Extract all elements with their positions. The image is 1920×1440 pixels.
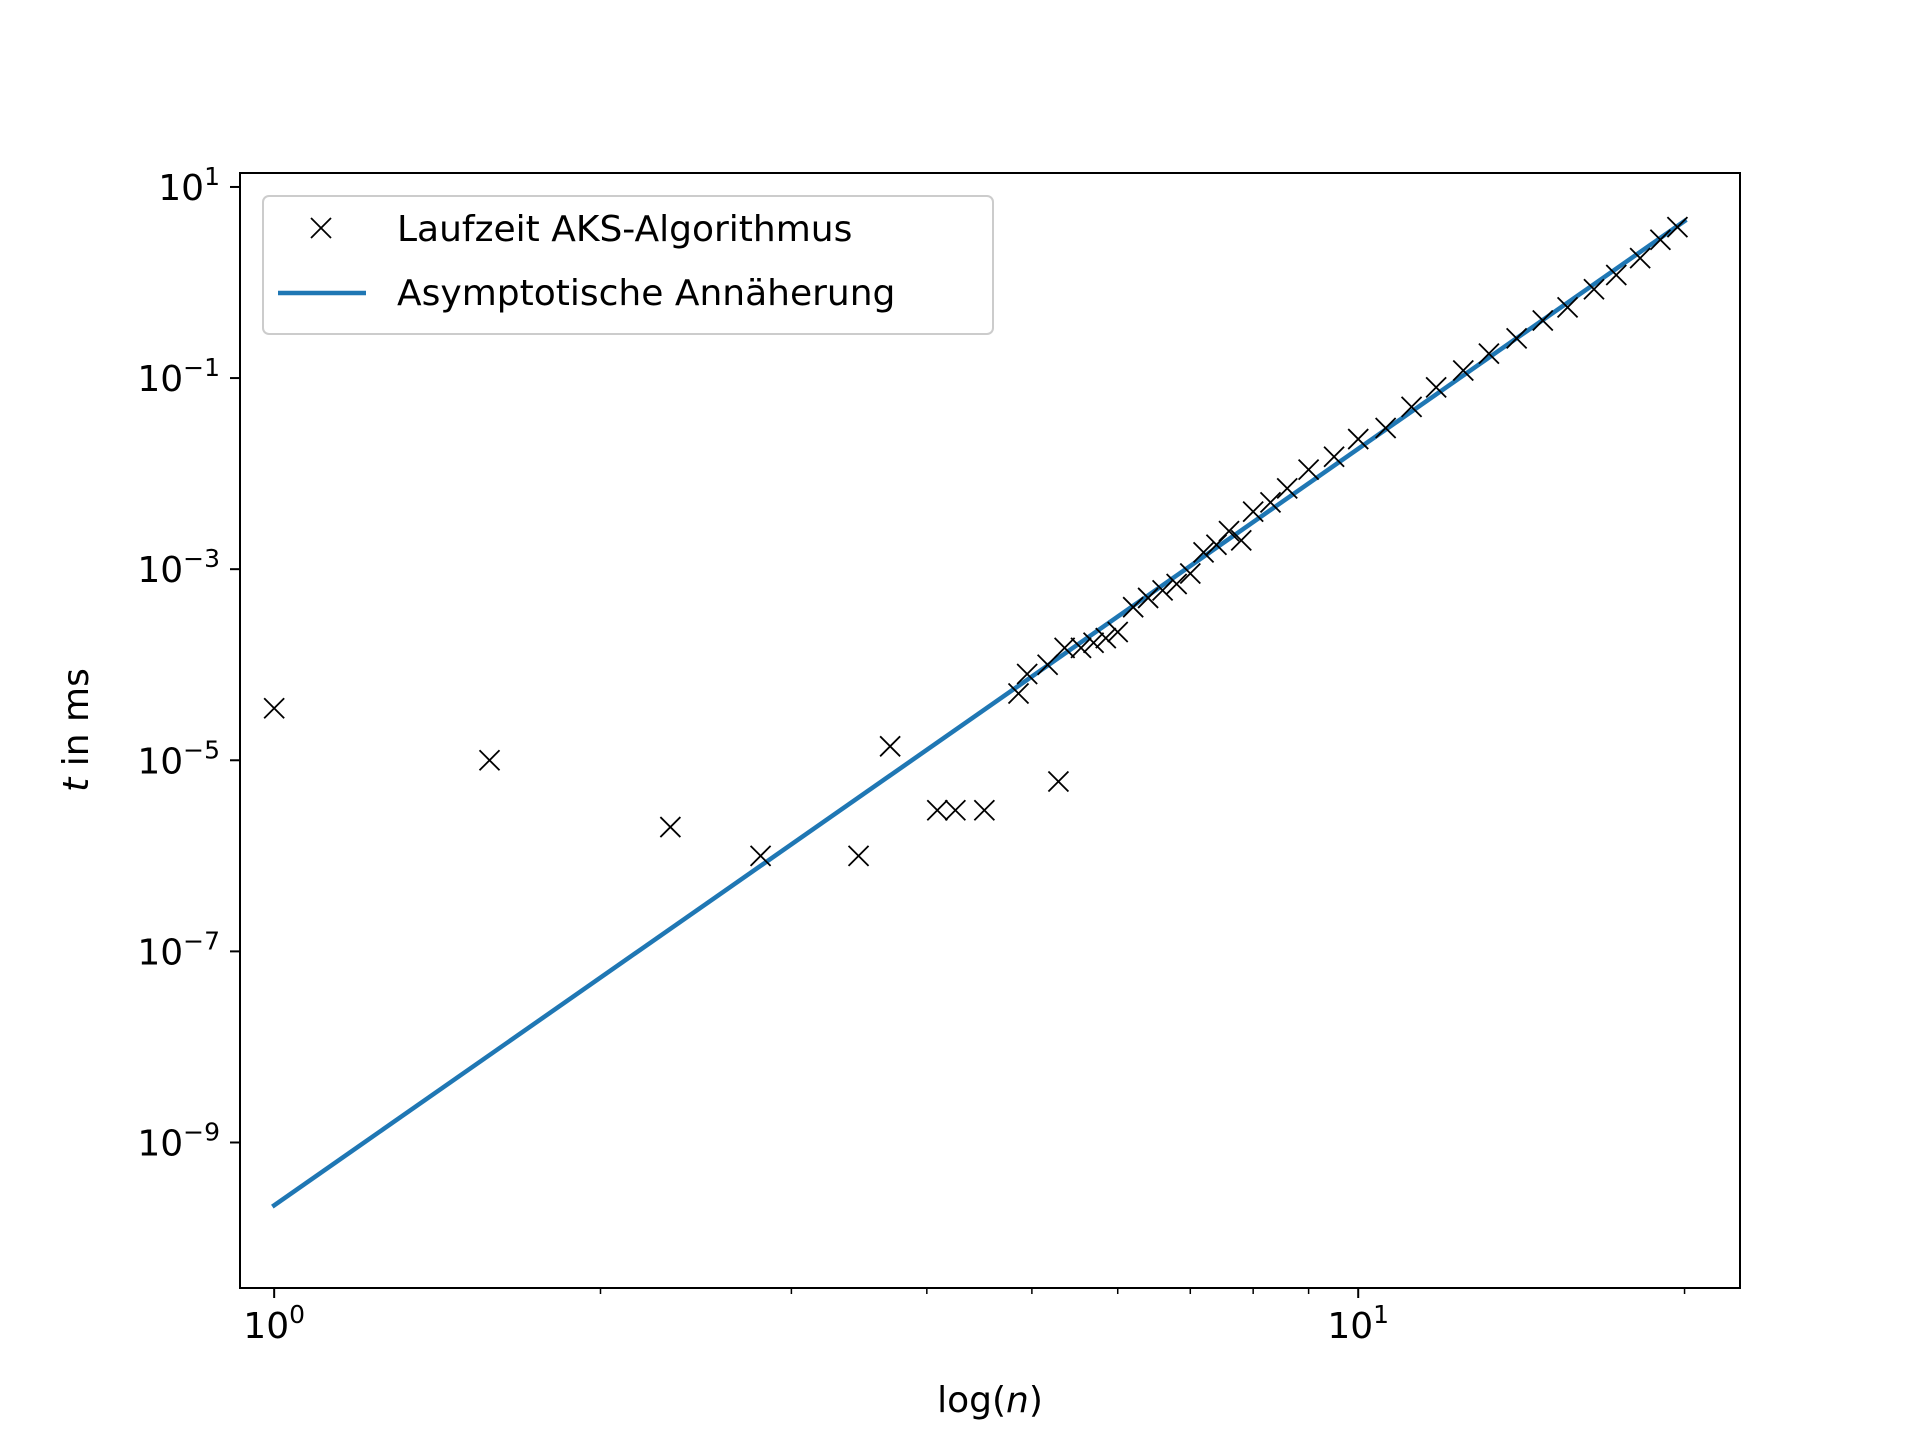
- data-point-marker: [1218, 520, 1240, 542]
- data-point-marker: [1230, 529, 1252, 552]
- data-point-marker: [926, 799, 948, 821]
- y-tick-label: 10−7: [137, 926, 220, 973]
- data-point-marker: [1070, 637, 1092, 659]
- data-point-marker: [1053, 637, 1076, 659]
- legend: Laufzeit AKS-Algorithmus Asymptotische A…: [262, 195, 994, 335]
- data-point-marker: [1151, 579, 1174, 602]
- plot-frame: [239, 172, 1741, 1289]
- data-point-marker: [1179, 562, 1201, 585]
- data-point-marker: [1047, 770, 1070, 793]
- x-axis: 100 101: [243, 1288, 1686, 1347]
- data-point-marker: [1122, 596, 1144, 618]
- data-point-marker: [973, 799, 996, 821]
- data-point-marker: [1242, 501, 1264, 523]
- data-point-marker: [1347, 428, 1369, 450]
- data-point-marker: [1095, 627, 1117, 649]
- data-point-marker: [659, 816, 682, 838]
- data-point-marker: [1629, 247, 1651, 269]
- data-point-marker: [1375, 417, 1397, 439]
- data-point-marker: [1649, 229, 1672, 251]
- data-point-marker: [1007, 682, 1030, 705]
- data-point-marker: [1036, 654, 1059, 676]
- data-point-marker: [847, 845, 870, 867]
- x-tick-label: 101: [1327, 1300, 1389, 1347]
- series-line-asymptotic: [271, 217, 1688, 1209]
- data-point-marker: [749, 845, 772, 867]
- data-point-marker: [1259, 491, 1282, 514]
- y-axis-label: t in ms: [56, 668, 97, 792]
- data-point-marker: [1532, 309, 1554, 332]
- data-point-marker: [1583, 278, 1605, 300]
- data-point-marker: [1400, 396, 1423, 418]
- data-point-marker: [1082, 632, 1105, 654]
- y-tick-label: 10−1: [137, 353, 220, 400]
- data-point-marker: [1192, 541, 1215, 563]
- data-point-marker: [1297, 459, 1320, 481]
- legend-label-laufzeit: Laufzeit AKS-Algorithmus: [397, 209, 852, 250]
- data-point-marker: [1478, 343, 1500, 365]
- data-point-marker: [478, 749, 501, 771]
- y-tick-label: 101: [158, 162, 220, 209]
- data-point-marker: [879, 735, 901, 757]
- data-point-marker: [1166, 573, 1188, 595]
- data-point-marker: [1323, 446, 1345, 468]
- data-point-marker: [944, 799, 967, 821]
- x-axis-label: log(n): [937, 1380, 1043, 1421]
- y-axis: 101 10−1 10−3 10−5 10−7 10−9: [137, 162, 240, 1164]
- plot-data-layer: [263, 216, 1689, 1209]
- data-point-marker: [1452, 359, 1474, 382]
- data-point-marker: [1666, 216, 1689, 238]
- y-tick-label: 10−3: [137, 544, 220, 591]
- legend-marker-x: [310, 217, 332, 239]
- y-tick-label: 10−9: [137, 1117, 220, 1164]
- data-point-marker: [1016, 663, 1038, 685]
- data-point-marker: [1107, 621, 1129, 643]
- data-point-marker: [1137, 587, 1159, 609]
- data-point-marker: [1605, 264, 1627, 286]
- data-point-marker: [1505, 327, 1528, 350]
- legend-box: [262, 195, 994, 335]
- data-point-marker: [1556, 296, 1579, 318]
- data-point-marker: [263, 697, 285, 719]
- y-tick-label: 10−5: [137, 735, 220, 782]
- data-point-marker: [1276, 477, 1298, 500]
- legend-label-annaeherung: Asymptotische Annäherung: [397, 273, 895, 314]
- x-tick-label: 100: [243, 1300, 305, 1347]
- data-point-marker: [1425, 376, 1447, 398]
